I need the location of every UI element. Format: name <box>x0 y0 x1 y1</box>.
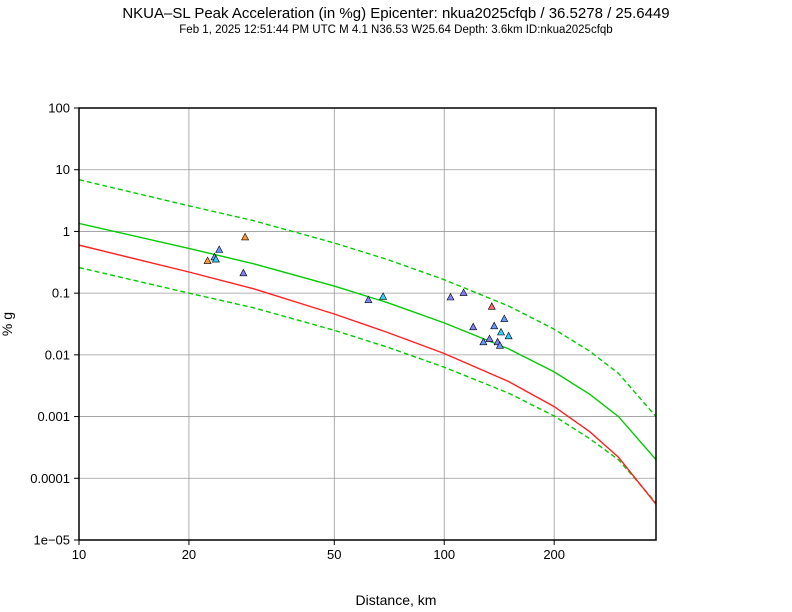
station-marker <box>469 322 478 331</box>
station-marker <box>485 334 494 342</box>
grid <box>78 107 656 541</box>
x-tick-label: 20 <box>182 547 196 562</box>
chart-subtitle: Feb 1, 2025 12:51:44 PM UTC M 4.1 N36.53… <box>179 24 613 36</box>
x-tick-label: 100 <box>433 547 455 562</box>
chart-title: NKUA–SL Peak Acceleration (in %g) Epicen… <box>122 5 670 22</box>
station-marker <box>446 292 455 301</box>
y-tick-label: 0.01 <box>45 347 70 362</box>
station-marker <box>379 292 388 300</box>
x-tick-label: 10 <box>72 547 86 562</box>
red-attenuation-curve <box>79 244 656 505</box>
y-axis-label: % g <box>0 312 15 336</box>
station-marker <box>364 295 373 303</box>
y-tick-label: 10 <box>56 162 70 177</box>
station-marker <box>239 268 248 277</box>
green-dashed-curve-1 <box>79 179 656 418</box>
station-marker <box>211 254 220 263</box>
y-tick-label: 0.001 <box>37 409 70 424</box>
station-marker <box>203 256 212 264</box>
station-markers <box>203 232 513 349</box>
station-marker <box>215 245 224 253</box>
x-tick-label: 200 <box>543 547 565 562</box>
plot-frame <box>78 107 657 541</box>
y-tick-label: 1e−05 <box>33 533 70 548</box>
y-tick-label: 0.0001 <box>30 471 70 486</box>
station-marker <box>490 321 499 330</box>
y-tick-label: 0.1 <box>52 286 70 301</box>
station-marker <box>504 331 513 340</box>
station-marker <box>495 341 504 349</box>
green-attenuation-curve <box>79 222 656 461</box>
attenuation-curves <box>79 179 656 505</box>
station-marker <box>459 288 468 296</box>
green-dashed-curve-2 <box>79 266 656 504</box>
station-marker <box>496 327 506 336</box>
station-marker <box>487 302 496 310</box>
x-tick-label: 50 <box>327 547 341 562</box>
y-tick-label: 1 <box>63 224 70 239</box>
y-tick-label: 100 <box>48 101 70 116</box>
station-marker <box>241 232 250 241</box>
station-marker <box>479 337 488 346</box>
x-axis-label: Distance, km <box>356 592 437 608</box>
station-marker <box>500 314 509 322</box>
axis-ticks: 10 20 50 100 200 100 10 1 0.1 0.01 0.001 0.0001 1e−0… <box>30 101 565 563</box>
